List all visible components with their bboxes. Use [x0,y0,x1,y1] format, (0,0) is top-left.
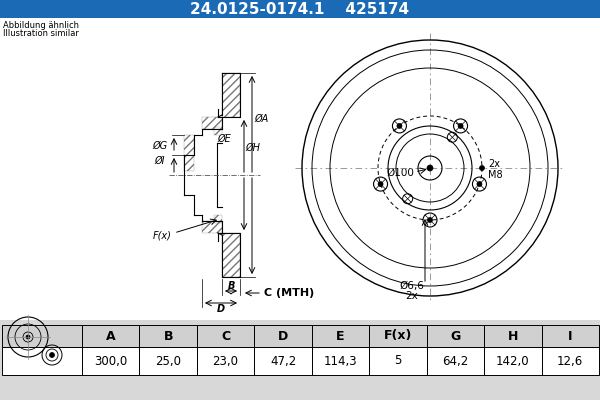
Bar [184,135,194,171]
Text: E: E [336,330,345,342]
Bar [484,347,542,375]
Text: F(x): F(x) [384,330,412,342]
Bar [254,325,312,347]
Text: 25,0: 25,0 [155,354,181,368]
Circle shape [477,182,482,186]
Bar [222,73,240,117]
Text: 2x: 2x [406,291,418,301]
Circle shape [427,165,433,171]
Bar [2,325,82,347]
Text: 47,2: 47,2 [270,354,296,368]
Text: I: I [568,330,572,342]
Bar [427,325,484,347]
Bar [427,347,484,375]
Text: G: G [450,330,461,342]
Bar [82,325,139,347]
Text: 114,3: 114,3 [323,354,358,368]
Bar [312,347,369,375]
Text: 24.0125-0174.1    425174: 24.0125-0174.1 425174 [190,2,410,16]
Bar [202,117,222,129]
Text: D: D [217,304,225,314]
Text: Ø6,6: Ø6,6 [400,281,424,291]
Bar [214,215,222,223]
Circle shape [479,166,485,170]
Text: 64,2: 64,2 [442,354,469,368]
Bar [0,18,600,320]
Bar [197,347,254,375]
Circle shape [49,352,55,358]
Bar [254,347,312,375]
Circle shape [397,124,402,128]
Text: ØG: ØG [152,141,167,151]
Circle shape [378,182,383,186]
Text: B: B [163,330,173,342]
Bar [2,347,82,375]
Text: C (MTH): C (MTH) [264,288,314,298]
Text: ØE: ØE [217,134,231,144]
Text: H: H [508,330,518,342]
Text: 2x: 2x [488,159,500,169]
Text: 300,0: 300,0 [94,354,127,368]
Text: Ø100: Ø100 [386,168,414,178]
Bar [542,347,599,375]
Text: D: D [278,330,288,342]
Bar [0,320,600,400]
Bar [197,325,254,347]
Text: 5: 5 [394,354,401,368]
Bar [139,347,197,375]
Text: 12,6: 12,6 [557,354,583,368]
Circle shape [26,335,30,339]
Text: Illustration similar: Illustration similar [3,29,79,38]
Bar [369,347,427,375]
Text: A: A [106,330,116,342]
Text: B: B [227,281,235,291]
Text: ØA: ØA [254,114,268,124]
Text: ØH: ØH [245,143,260,153]
Bar [139,325,197,347]
Text: 23,0: 23,0 [212,354,239,368]
Bar [202,221,222,233]
Bar [82,347,139,375]
Circle shape [458,124,463,128]
Text: M8: M8 [488,170,503,180]
Text: F(x): F(x) [152,230,172,240]
Bar [0,0,600,18]
Text: 142,0: 142,0 [496,354,530,368]
Circle shape [427,218,433,222]
Text: C: C [221,330,230,342]
Text: ØI: ØI [155,156,165,166]
Text: Abbildung ähnlich: Abbildung ähnlich [3,21,79,30]
Bar [484,325,542,347]
Bar [222,233,240,277]
Bar [542,325,599,347]
Bar [369,325,427,347]
Bar [214,127,222,135]
Bar [312,325,369,347]
